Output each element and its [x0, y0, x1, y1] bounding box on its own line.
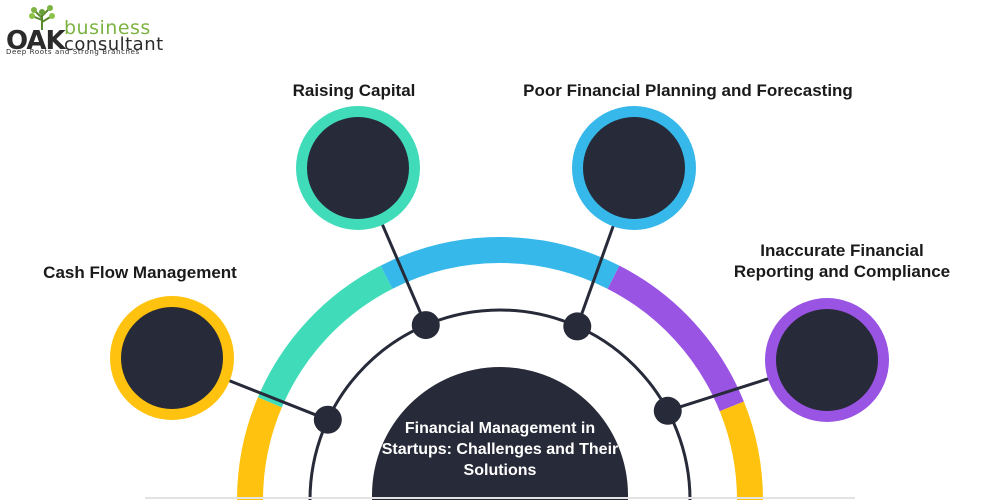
- center-title: Financial Management in Startups: Challe…: [381, 420, 619, 479]
- logo-brand-line2: consultant: [64, 34, 164, 55]
- junction-dot-financial-planning: [563, 312, 592, 341]
- topic-node-cash-flow: [110, 296, 234, 420]
- topic-core-cash-flow: [121, 307, 223, 409]
- topic-core-financial-planning: [583, 117, 685, 219]
- topic-node-raising-capital: [296, 106, 420, 230]
- topic-core-financial-reporting: [776, 309, 878, 411]
- logo-brand-line1: business: [64, 17, 151, 39]
- arc-segment-cash-flow: [237, 397, 282, 500]
- arc-segment-raising-capital: [257, 265, 393, 408]
- company-logo: OAK business consultant Deep Roots and S…: [4, 4, 164, 60]
- junction-dot-cash-flow: [313, 405, 342, 434]
- junction-dot-financial-reporting: [653, 396, 682, 425]
- junction-dot-raising-capital: [411, 311, 440, 340]
- arc-segment-financial-reporting: [607, 265, 744, 412]
- topic-node-financial-reporting: [765, 298, 889, 422]
- topic-label-cash-flow: Cash Flow Management: [43, 263, 237, 282]
- topic-label-financial-planning: Poor Financial Planning and Forecasting: [523, 81, 853, 100]
- logo-tagline: Deep Roots and Strong Branches: [6, 48, 140, 56]
- topic-node-financial-planning: [572, 106, 696, 230]
- tree-icon: [29, 5, 55, 30]
- logo-mark: OAK: [6, 26, 66, 56]
- topic-core-raising-capital: [307, 117, 409, 219]
- arc-segment-right-base: [719, 401, 763, 500]
- arc-segment-financial-planning: [380, 237, 620, 289]
- topic-label-financial-reporting: Inaccurate Financial Reporting and Compl…: [733, 241, 951, 281]
- topic-label-raising-capital: Raising Capital: [292, 81, 416, 100]
- center-disc: [372, 367, 628, 500]
